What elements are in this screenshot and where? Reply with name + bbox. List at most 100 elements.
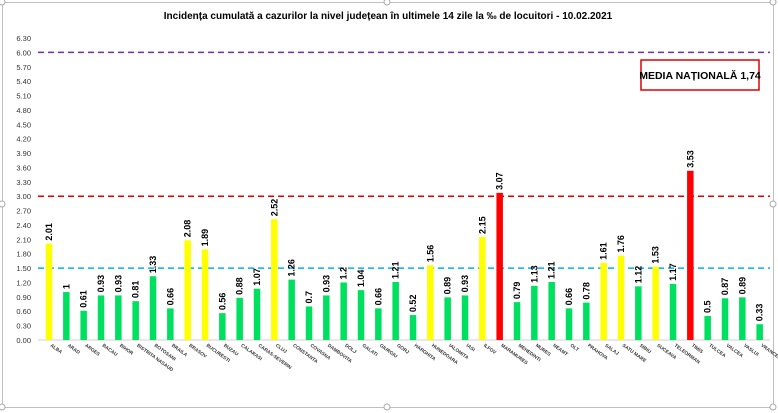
bar: [115, 295, 122, 340]
x-tick-label: SIBIU: [638, 343, 652, 356]
data-label: 0.66: [373, 288, 383, 306]
bar: [617, 255, 625, 340]
resize-handle[interactable]: [769, 0, 777, 6]
resize-handle[interactable]: [769, 403, 777, 411]
data-label: 0.78: [581, 282, 591, 300]
data-label: 2.01: [44, 223, 54, 241]
x-tick-label: ILFOV: [482, 343, 498, 357]
y-tick-label: 3.00: [16, 192, 31, 201]
resize-handle[interactable]: [769, 200, 777, 208]
x-tick-label: ARGES: [83, 343, 101, 358]
bar: [427, 265, 434, 340]
x-tick-label: TIMIS: [690, 343, 705, 356]
y-tick-label: 0.60: [16, 307, 31, 316]
bar: [531, 285, 538, 340]
bar: [600, 262, 607, 340]
national-average-label: MEDIA NAȚIONALĂ 1,74: [639, 69, 761, 82]
x-tick-label: VALCEA: [725, 343, 745, 360]
resize-handle[interactable]: [0, 403, 6, 411]
x-tick-label: ARAD: [66, 343, 81, 356]
data-label: 0.7: [304, 291, 314, 304]
data-label: 0.89: [737, 277, 747, 295]
data-label: 1.89: [200, 229, 210, 247]
national-average-box: MEDIA NAȚIONALĂ 1,74: [639, 59, 761, 91]
bars: [45, 170, 763, 340]
x-tick-label: ALBA: [49, 343, 64, 356]
bar: [392, 281, 399, 340]
bar: [669, 283, 677, 340]
data-label: 1.07: [252, 268, 262, 286]
y-tick-label: 3.90: [16, 149, 31, 158]
bar: [635, 286, 642, 340]
bar: [63, 292, 70, 340]
data-label: 0.93: [113, 275, 123, 293]
data-label: 0.93: [460, 275, 470, 293]
y-tick-label: 0.00: [16, 336, 31, 345]
data-label: 0.87: [720, 278, 730, 296]
bar: [236, 297, 243, 340]
data-label: 1: [61, 284, 71, 289]
national-average-frame: [640, 59, 760, 91]
data-label: 1.56: [425, 245, 435, 263]
resize-handle[interactable]: [383, 0, 391, 6]
bar: [357, 290, 365, 340]
data-label: 0.93: [321, 275, 331, 293]
bar: [513, 302, 521, 340]
bar: [132, 301, 139, 340]
y-tick-label: 4.50: [16, 120, 31, 129]
data-label: 1.17: [668, 263, 678, 281]
x-tick-label: CLUJ: [274, 343, 288, 355]
resize-handle[interactable]: [0, 200, 6, 208]
bar: [97, 295, 105, 340]
resize-handle[interactable]: [383, 403, 391, 411]
y-tick-label: 6.00: [16, 48, 31, 57]
data-label: 0.66: [564, 288, 574, 306]
x-tick-label: BACAU: [101, 343, 119, 358]
data-label: 1.04: [356, 270, 366, 288]
y-tick-label: 5.10: [16, 92, 31, 101]
value-labels: 2.01 1 0.61 0.93 0.93 0.81 1.33 0.66 2.08 1.89 0.5…: [44, 150, 765, 321]
x-tick-label: OLT: [569, 343, 580, 353]
bar: [167, 308, 174, 340]
x-tick-label: BIHOR: [118, 343, 134, 357]
bar: [80, 310, 87, 340]
bar: [548, 281, 555, 340]
bar: [461, 295, 469, 340]
y-tick-label: 4.80: [16, 106, 31, 115]
data-label: 2.15: [477, 216, 487, 234]
data-label: 2.08: [183, 220, 193, 238]
x-tick-label: DOLJ: [343, 343, 357, 356]
chart-title: Incidența cumulată a cazurilor la nivel …: [164, 11, 613, 22]
data-label: 1.33: [148, 256, 158, 274]
x-tick-label: GORJ: [395, 343, 410, 356]
resize-handle[interactable]: [0, 0, 6, 6]
data-label: 1.2: [339, 267, 349, 280]
data-label: 1.61: [599, 242, 609, 260]
y-tick-label: 5.40: [16, 77, 31, 86]
data-label: 2.52: [269, 199, 279, 217]
bar: [756, 324, 763, 340]
bar: [565, 308, 573, 340]
bar: [305, 306, 313, 340]
y-tick-label: 4.20: [16, 135, 31, 144]
y-tick-label: 2.40: [16, 221, 31, 230]
x-tick-label: IASI: [465, 343, 477, 354]
x-tick-label: GALATI: [361, 343, 379, 359]
data-label: 1.76: [616, 235, 626, 253]
data-label: 0.33: [755, 304, 765, 322]
data-label: 0.56: [217, 293, 227, 311]
y-axis: 0.00 0.30 0.60 0.90 1.20 1.50 1.80 2.10 2.40 2.70…: [16, 34, 770, 345]
threshold-lines: [38, 51, 770, 269]
y-tick-label: 3.60: [16, 163, 31, 172]
y-tick-label: 1.50: [16, 264, 31, 273]
data-label: 0.79: [512, 282, 522, 300]
bar: [271, 219, 278, 340]
bar: [444, 297, 451, 340]
y-tick-label: 0.30: [16, 322, 31, 331]
y-tick-label: 6.30: [16, 34, 31, 43]
y-tick-label: 2.70: [16, 207, 31, 216]
data-label: 0.88: [235, 277, 245, 295]
x-tick-label: NEAMT: [551, 343, 568, 358]
bar: [739, 297, 746, 340]
